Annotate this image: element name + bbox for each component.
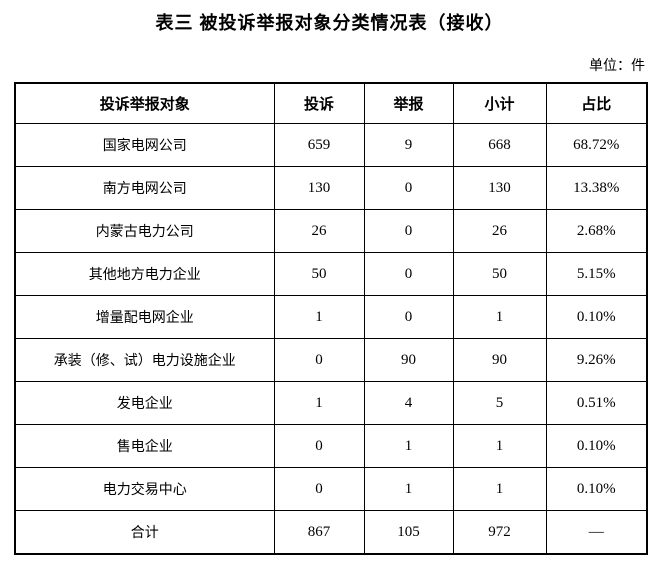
table-row: 增量配电网企业 1 0 1 0.10%: [14, 295, 648, 339]
col-header-subtotal: 小计: [452, 82, 547, 124]
header-row: 投诉举报对象 投诉 举报 小计 占比: [14, 82, 648, 124]
row-label: 国家电网公司: [14, 123, 275, 167]
reports-value: 1: [363, 467, 454, 511]
table-row: 其他地方电力企业 50 0 50 5.15%: [14, 252, 648, 296]
row-label: 增量配电网企业: [14, 295, 275, 339]
reports-value: 9: [363, 123, 454, 167]
subtotal-value: 26: [452, 209, 547, 253]
reports-value: 0: [363, 166, 454, 210]
ratio-value: 0.51%: [545, 381, 648, 425]
col-header-complaints: 投诉: [273, 82, 365, 124]
ratio-value: 5.15%: [545, 252, 648, 296]
complaints-value: 1: [273, 381, 365, 425]
table-row: 售电企业 0 1 1 0.10%: [14, 424, 648, 468]
complaints-value: 50: [273, 252, 365, 296]
table-body: 国家电网公司 659 9 668 68.72% 南方电网公司 130 0 130…: [14, 123, 648, 555]
subtotal-value: 130: [452, 166, 547, 210]
page-title: 表三 被投诉举报对象分类情况表（接收）: [155, 13, 504, 33]
ratio-value: 9.26%: [545, 338, 648, 382]
total-reports-value: 105: [363, 510, 454, 555]
total-row: 合计 867 105 972 —: [14, 510, 648, 555]
row-label: 承装（修、试）电力设施企业: [14, 338, 275, 382]
row-label: 发电企业: [14, 381, 275, 425]
reports-value: 1: [363, 424, 454, 468]
unit-label: 单位：件: [589, 57, 645, 73]
row-label: 南方电网公司: [14, 166, 275, 210]
ratio-value: 68.72%: [545, 123, 648, 167]
subtotal-value: 50: [452, 252, 547, 296]
ratio-value: 2.68%: [545, 209, 648, 253]
reports-value: 0: [363, 295, 454, 339]
col-header-target: 投诉举报对象: [14, 82, 275, 124]
row-label: 内蒙古电力公司: [14, 209, 275, 253]
subtotal-value: 1: [452, 467, 547, 511]
ratio-value: 0.10%: [545, 467, 648, 511]
complaints-value: 26: [273, 209, 365, 253]
total-row-label: 合计: [14, 510, 275, 555]
complaint-target-table: 投诉举报对象 投诉 举报 小计 占比 国家电网公司 659 9 668 68.7…: [14, 82, 648, 555]
table-row: 电力交易中心 0 1 1 0.10%: [14, 467, 648, 511]
table-row: 发电企业 1 4 5 0.51%: [14, 381, 648, 425]
col-header-reports: 举报: [363, 82, 454, 124]
table-header: 投诉举报对象 投诉 举报 小计 占比: [14, 82, 648, 124]
subtotal-value: 1: [452, 295, 547, 339]
row-label: 其他地方电力企业: [14, 252, 275, 296]
table-row: 内蒙古电力公司 26 0 26 2.68%: [14, 209, 648, 253]
row-label: 售电企业: [14, 424, 275, 468]
complaints-value: 0: [273, 338, 365, 382]
ratio-value: 0.10%: [545, 295, 648, 339]
complaints-value: 130: [273, 166, 365, 210]
subtotal-value: 1: [452, 424, 547, 468]
subtotal-value: 5: [452, 381, 547, 425]
complaints-value: 0: [273, 467, 365, 511]
ratio-value: 0.10%: [545, 424, 648, 468]
reports-value: 90: [363, 338, 454, 382]
total-complaints-value: 867: [273, 510, 365, 555]
ratio-value: 13.38%: [545, 166, 648, 210]
complaints-value: 659: [273, 123, 365, 167]
subtotal-value: 90: [452, 338, 547, 382]
row-label: 电力交易中心: [14, 467, 275, 511]
reports-value: 0: [363, 252, 454, 296]
total-subtotal-value: 972: [452, 510, 547, 555]
table-row: 南方电网公司 130 0 130 13.38%: [14, 166, 648, 210]
reports-value: 4: [363, 381, 454, 425]
table-row: 承装（修、试）电力设施企业 0 90 90 9.26%: [14, 338, 648, 382]
total-ratio-value: —: [545, 510, 648, 555]
complaints-value: 1: [273, 295, 365, 339]
reports-value: 0: [363, 209, 454, 253]
subtotal-value: 668: [452, 123, 547, 167]
table-row: 国家电网公司 659 9 668 68.72%: [14, 123, 648, 167]
col-header-ratio: 占比: [545, 82, 648, 124]
complaints-value: 0: [273, 424, 365, 468]
